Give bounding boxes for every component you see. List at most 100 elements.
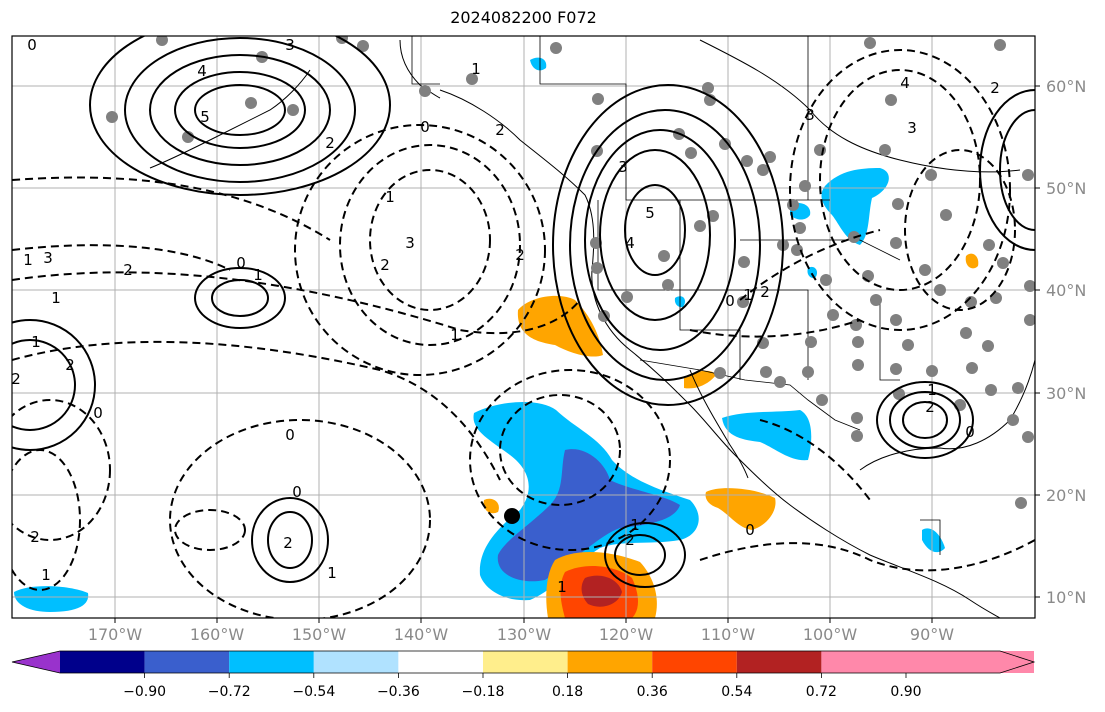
contour-label: 0 xyxy=(725,292,735,310)
fill-blue-small-2 xyxy=(807,266,818,279)
colorbar-segment xyxy=(652,651,737,673)
graticule xyxy=(12,36,1035,618)
fill-orange-great-lakes xyxy=(965,253,979,269)
station-dots xyxy=(106,36,1035,509)
contour-label: 2 xyxy=(30,528,40,546)
fill-blue-gulf-california xyxy=(722,410,812,461)
fill-blue-central-america xyxy=(922,528,945,553)
lat-label-50n: 50°N xyxy=(1046,179,1087,198)
contour-label: 2 xyxy=(925,398,935,416)
colorbar-segment xyxy=(821,651,906,673)
lon-label-120w: 120°W xyxy=(598,625,654,644)
contour-label: 1 xyxy=(450,326,460,344)
fill-blue-great-lakes xyxy=(821,168,889,245)
contour-label: 1 xyxy=(557,578,567,596)
contours-positive xyxy=(12,36,1035,588)
colorbar-segment xyxy=(229,651,314,673)
contour-label: 2 xyxy=(325,134,335,152)
colorbar-label: 0.36 xyxy=(636,684,668,700)
axis-ticks xyxy=(114,85,1040,623)
contour-label: 1 xyxy=(23,251,33,269)
contour-label: 1 xyxy=(471,60,481,78)
colorbar xyxy=(11,650,1036,678)
contour-label: 3 xyxy=(405,234,415,252)
contour-label: 2 xyxy=(11,370,21,388)
contour-label: 5 xyxy=(200,108,210,126)
lon-label-130w: 130°W xyxy=(496,625,552,644)
contour-label: 1 xyxy=(31,333,41,351)
contour-label: 2 xyxy=(495,121,505,139)
colorbar-low-extension xyxy=(12,651,60,673)
lat-label-20n: 20°N xyxy=(1046,486,1087,505)
colorbar-label: 0.90 xyxy=(890,684,922,700)
lon-label-150w: 150°W xyxy=(291,625,347,644)
fill-blue-alaska xyxy=(530,57,547,71)
contour-label: 1 xyxy=(927,381,937,399)
contour-label: 0 xyxy=(420,118,430,136)
colorbar-label: −0.72 xyxy=(207,684,251,700)
colorbar-outline xyxy=(11,650,1036,674)
contour-label: 1 xyxy=(253,266,263,284)
colorbar-high-extension xyxy=(906,651,1034,673)
lon-label-100w: 100°W xyxy=(802,625,858,644)
contour-label: 2 xyxy=(380,256,390,274)
contour-label: 0 xyxy=(745,521,755,539)
contour-labels: 3 4 5 2 1 0 2 3 1 2 1 0 1 3 2 1 0 1 2 1 … xyxy=(11,36,1000,596)
lon-label-90w: 90°W xyxy=(909,625,955,644)
lat-label-40n: 40°N xyxy=(1046,281,1087,300)
coastlines xyxy=(149,39,1035,618)
contour-label: 1 xyxy=(327,564,337,582)
contour-label: 4 xyxy=(625,234,635,252)
lon-label-110w: 110°W xyxy=(700,625,756,644)
shaded-anomaly-fills xyxy=(14,57,979,618)
contour-label: 3 xyxy=(805,106,815,124)
lat-label-60n: 60°N xyxy=(1046,77,1087,96)
colorbar-segment xyxy=(567,651,653,673)
contour-label: 4 xyxy=(900,74,910,92)
fill-dark-red-tropics xyxy=(581,575,622,607)
contour-label: 3 xyxy=(907,119,917,137)
contour-label: 3 xyxy=(43,249,53,267)
contour-label: 3 xyxy=(618,158,628,176)
fill-orange-small xyxy=(483,498,499,514)
fill-blue-southwest-corner xyxy=(14,586,89,612)
contour-label: 2 xyxy=(65,356,75,374)
contour-label: 2 xyxy=(625,531,635,549)
contours-negative xyxy=(12,49,1035,618)
colorbar-segment xyxy=(736,651,822,673)
colorbar-segment xyxy=(483,651,568,673)
contour-label: 2 xyxy=(283,534,293,552)
contour-label: 4 xyxy=(197,62,207,80)
colorbar-segment xyxy=(398,651,483,673)
colorbar-segment xyxy=(313,651,399,673)
contour-label: 1 xyxy=(41,566,51,584)
contour-label: 2 xyxy=(760,283,770,301)
colorbar-label: −0.90 xyxy=(123,684,167,700)
lon-label-160w: 160°W xyxy=(189,625,245,644)
marker-dots xyxy=(504,508,520,524)
lat-label-30n: 30°N xyxy=(1046,384,1087,403)
contour-label: 2 xyxy=(515,246,525,264)
map-title: 2024082200 F072 xyxy=(450,8,597,27)
contour-label: 1 xyxy=(743,286,753,304)
map-panel: 3 4 5 2 1 0 2 3 1 2 1 0 1 3 2 1 0 1 2 1 … xyxy=(11,36,1035,618)
contour-label: 0 xyxy=(27,36,37,54)
lat-label-10n: 10°N xyxy=(1046,588,1087,607)
colorbar-label: 0.72 xyxy=(805,684,837,700)
contour-label: 3 xyxy=(285,36,295,54)
colorbar-label: 0.54 xyxy=(721,684,753,700)
colorbar-label: −0.54 xyxy=(292,684,336,700)
contour-label: 0 xyxy=(292,483,302,501)
fill-medium-blue-central xyxy=(497,449,680,582)
fill-orange-mexico xyxy=(705,488,776,530)
contour-label: 1 xyxy=(51,289,61,307)
contour-label: 5 xyxy=(645,204,655,222)
colorbar-segment xyxy=(60,651,145,673)
colorbar-label: −0.36 xyxy=(376,684,420,700)
contour-label: 1 xyxy=(385,188,395,206)
lon-label-140w: 140°W xyxy=(393,625,449,644)
colorbar-segment xyxy=(144,651,230,673)
colorbar-label: −0.18 xyxy=(461,684,505,700)
lon-label-170w: 170°W xyxy=(87,625,143,644)
